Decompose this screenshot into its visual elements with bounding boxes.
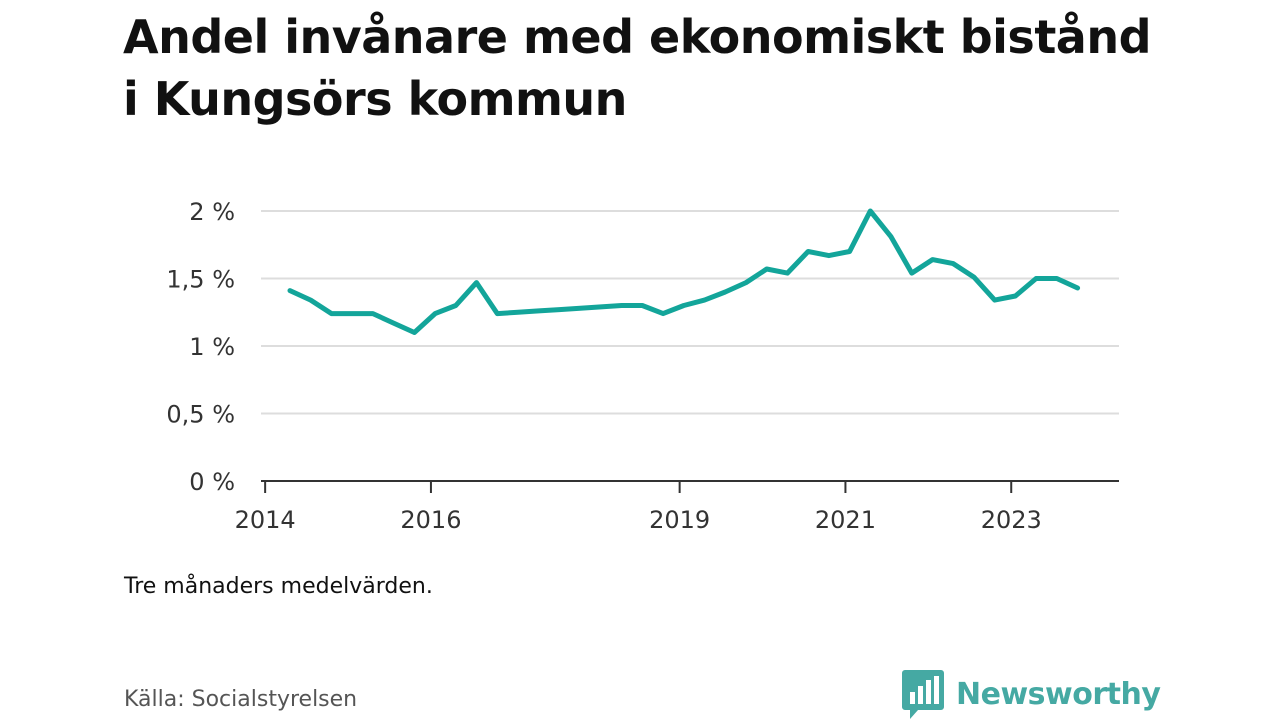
- y-axis-ticks: 0 % 0,5 % 1 % 1,5 % 2 %: [166, 198, 235, 496]
- y-tick-label: 1,5 %: [166, 266, 235, 294]
- chart-note: Tre månaders medelvärden.: [124, 574, 433, 599]
- source-credit: Källa: Socialstyrelsen: [124, 687, 358, 712]
- chart-title: Andel invånare med ekonomiskt bistånd i …: [123, 10, 1152, 126]
- brand-name: Newsworthy: [956, 676, 1161, 712]
- y-tick-label: 2 %: [189, 198, 235, 226]
- x-tick-label: 2021: [815, 506, 876, 534]
- x-tick-label: 2014: [235, 506, 296, 534]
- x-axis-ticks: 2014 2016 2019 2021 2023: [235, 481, 1042, 534]
- y-tick-label: 1 %: [189, 333, 235, 361]
- y-tick-label: 0,5 %: [166, 401, 235, 429]
- gridlines: [261, 210, 1119, 415]
- x-tick-label: 2016: [400, 506, 461, 534]
- x-tick-label: 2023: [981, 506, 1042, 534]
- x-tick-label: 2019: [649, 506, 710, 534]
- series-layer: [287, 208, 1081, 335]
- line-chart: 0 % 0,5 % 1 % 1,5 % 2 % 2014 2016 2019 2021 2023: [166, 198, 1119, 534]
- brand-logo[interactable]: Newsworthy: [902, 668, 1161, 720]
- y-tick-label: 0 %: [189, 468, 235, 496]
- bar-chart-speech-bubble-icon: [902, 670, 944, 719]
- series-line: [287, 208, 1081, 335]
